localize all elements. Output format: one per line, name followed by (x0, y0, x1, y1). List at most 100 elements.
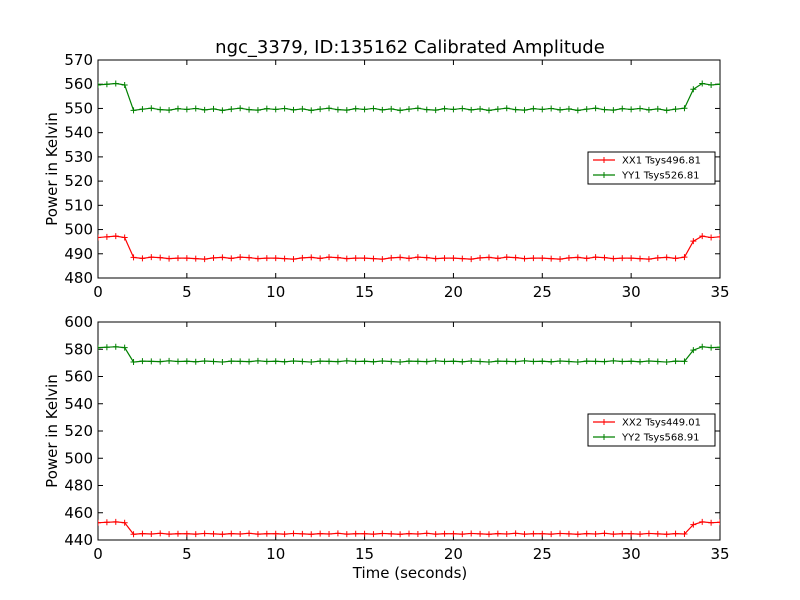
data-point (308, 107, 315, 114)
series-yy2 (98, 343, 720, 366)
data-point (228, 358, 235, 365)
data-point (672, 255, 679, 262)
y-axis-label: Power in Kelvin (43, 112, 61, 226)
data-point (388, 105, 395, 112)
data-point (157, 106, 164, 113)
data-point (130, 531, 137, 538)
data-point (174, 105, 181, 112)
data-point (352, 105, 359, 112)
data-point (414, 105, 421, 112)
data-point (423, 358, 430, 365)
data-point (237, 254, 244, 261)
data-point (290, 530, 297, 537)
data-point (654, 358, 661, 365)
data-point (254, 531, 261, 538)
x-axis-label: Time (seconds) (352, 564, 468, 582)
data-point (352, 530, 359, 537)
data-point (503, 531, 510, 538)
data-point (254, 357, 261, 364)
data-point (654, 254, 661, 261)
data-point (512, 358, 519, 365)
data-point (663, 359, 670, 366)
data-point (334, 530, 341, 537)
data-point (645, 357, 652, 364)
data-point (299, 254, 306, 261)
data-point (246, 530, 253, 537)
data-point (503, 105, 510, 112)
data-point (166, 255, 173, 262)
y-tick-label: 480 (64, 269, 93, 287)
data-point (601, 530, 608, 537)
x-tick-label: 25 (533, 545, 552, 563)
data-point (565, 105, 572, 112)
data-point (103, 233, 110, 240)
data-point (477, 105, 484, 112)
legend-label: YY1 Tsys526.81 (621, 171, 700, 182)
data-point (610, 255, 617, 262)
data-point (672, 358, 679, 365)
data-point (574, 359, 581, 366)
data-point (157, 358, 164, 365)
data-point (210, 105, 217, 112)
data-point (637, 255, 644, 262)
x-tick-label: 25 (533, 283, 552, 301)
data-point (237, 105, 244, 112)
data-point (539, 530, 546, 537)
data-point (441, 255, 448, 262)
data-point (183, 358, 190, 365)
data-point (192, 531, 199, 538)
data-point (397, 254, 404, 261)
data-point (121, 81, 128, 88)
data-point (246, 254, 253, 261)
x-tick-label: 10 (266, 545, 285, 563)
data-point (317, 358, 324, 365)
data-point (112, 233, 119, 240)
data-point (201, 530, 208, 537)
data-point (583, 255, 590, 262)
data-point (361, 530, 368, 537)
data-point (326, 531, 333, 538)
data-point (672, 530, 679, 537)
x-tick-label: 15 (355, 283, 374, 301)
y-tick-label: 580 (64, 340, 93, 358)
data-point (610, 531, 617, 538)
data-point (690, 238, 697, 245)
data-point (139, 106, 146, 113)
data-point (592, 105, 599, 112)
data-point (601, 358, 608, 365)
data-point (112, 518, 119, 525)
data-point (254, 107, 261, 114)
data-point (281, 531, 288, 538)
data-point (166, 357, 173, 364)
data-point (681, 254, 688, 261)
data-point (290, 256, 297, 263)
data-point (574, 107, 581, 114)
data-point (450, 358, 457, 365)
x-tick-label: 0 (93, 283, 103, 301)
data-point (192, 255, 199, 262)
data-point (334, 358, 341, 365)
data-point (326, 105, 333, 112)
data-point (139, 255, 146, 262)
data-point (281, 358, 288, 365)
data-point (379, 357, 386, 364)
data-point (317, 530, 324, 537)
legend-box (587, 151, 716, 185)
data-point (699, 518, 706, 525)
data-point (166, 107, 173, 114)
data-point (494, 255, 501, 262)
legend-marker (601, 419, 607, 425)
legend-marker (601, 172, 607, 178)
data-point (468, 357, 475, 364)
data-point (219, 254, 226, 261)
data-point (681, 531, 688, 538)
data-point (468, 106, 475, 113)
data-point (130, 359, 137, 366)
data-point (157, 530, 164, 537)
x-tick-label: 10 (266, 283, 285, 301)
data-point (654, 530, 661, 537)
data-point (521, 357, 528, 364)
data-point (201, 106, 208, 113)
data-point (361, 255, 368, 262)
legend-box (587, 413, 716, 447)
